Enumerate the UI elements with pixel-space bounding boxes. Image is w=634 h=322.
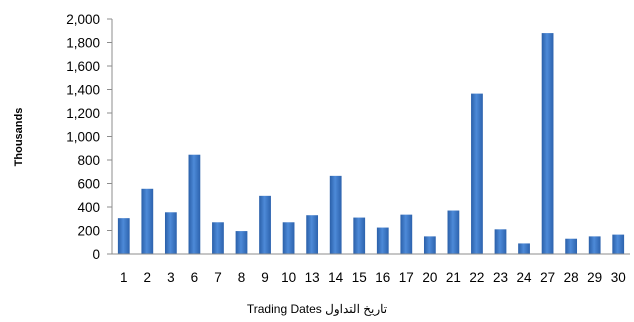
bars <box>117 33 625 255</box>
x-tick-label: 7 <box>214 270 222 285</box>
x-axis: 1 2 3 6 7 8 9 10 13 14 15 16 17 20 21 22 23 24 27 28 29 30 <box>112 253 630 285</box>
y-tick-label: 0 <box>92 247 100 262</box>
bar <box>212 222 224 254</box>
bar <box>141 188 154 254</box>
bar <box>353 217 366 254</box>
bar <box>400 214 413 254</box>
x-tick-label: 2 <box>144 270 152 285</box>
bar <box>376 227 389 254</box>
x-tick-label: 17 <box>399 270 414 285</box>
y-axis-label: Thousands <box>13 108 25 167</box>
x-tick-label: 30 <box>611 270 626 285</box>
bar <box>471 93 483 254</box>
x-tick-label: 24 <box>517 270 533 285</box>
x-tick-label: 10 <box>281 270 296 285</box>
bar <box>612 234 625 254</box>
x-tick-label: 6 <box>191 270 199 285</box>
x-tick-label: 9 <box>261 270 269 285</box>
x-tick-label: 23 <box>493 270 508 285</box>
x-tick-label: 14 <box>328 270 344 285</box>
x-tick-label: 27 <box>540 270 555 285</box>
x-tick-label: 29 <box>587 270 602 285</box>
bar <box>188 154 201 254</box>
bar <box>164 212 177 254</box>
bar <box>282 222 295 254</box>
y-tick-label: 1,800 <box>66 36 100 51</box>
x-tick-label: 20 <box>422 270 437 285</box>
bar <box>329 175 342 254</box>
y-tick-label: 2,000 <box>66 12 100 27</box>
x-tick-label: 16 <box>375 270 390 285</box>
x-axis-label: Trading Dates تاريخ التداول <box>247 302 387 316</box>
y-tick-label: 400 <box>77 200 100 215</box>
bar <box>423 236 436 255</box>
bar <box>306 215 319 254</box>
y-tick-label: 1,200 <box>66 106 100 121</box>
y-tick-label: 1,600 <box>66 59 100 74</box>
y-tick-label: 600 <box>77 177 100 192</box>
x-tick-label: 1 <box>120 270 128 285</box>
bar <box>588 236 601 255</box>
bar <box>235 231 248 254</box>
x-tick-label: 8 <box>238 270 246 285</box>
bar <box>494 229 507 254</box>
x-tick-label: 22 <box>469 270 484 285</box>
x-tick-label: 21 <box>446 270 461 285</box>
y-tick-label: 200 <box>77 224 100 239</box>
x-tick-label: 13 <box>305 270 320 285</box>
y-tick-label: 800 <box>77 153 100 168</box>
y-tick-label: 1,000 <box>66 130 100 145</box>
bar <box>565 238 578 254</box>
bar <box>447 210 460 254</box>
bar <box>518 243 530 254</box>
bar <box>117 218 130 254</box>
x-tick-label: 15 <box>352 270 367 285</box>
bar <box>541 33 554 254</box>
x-tick-label: 3 <box>167 270 175 285</box>
y-axis: 0 200 400 600 800 1,000 1,200 1,400 1,600 1,800 2,… <box>66 12 113 262</box>
x-tick-label: 28 <box>564 270 579 285</box>
bar <box>259 195 271 254</box>
y-tick-label: 1,400 <box>66 83 100 98</box>
